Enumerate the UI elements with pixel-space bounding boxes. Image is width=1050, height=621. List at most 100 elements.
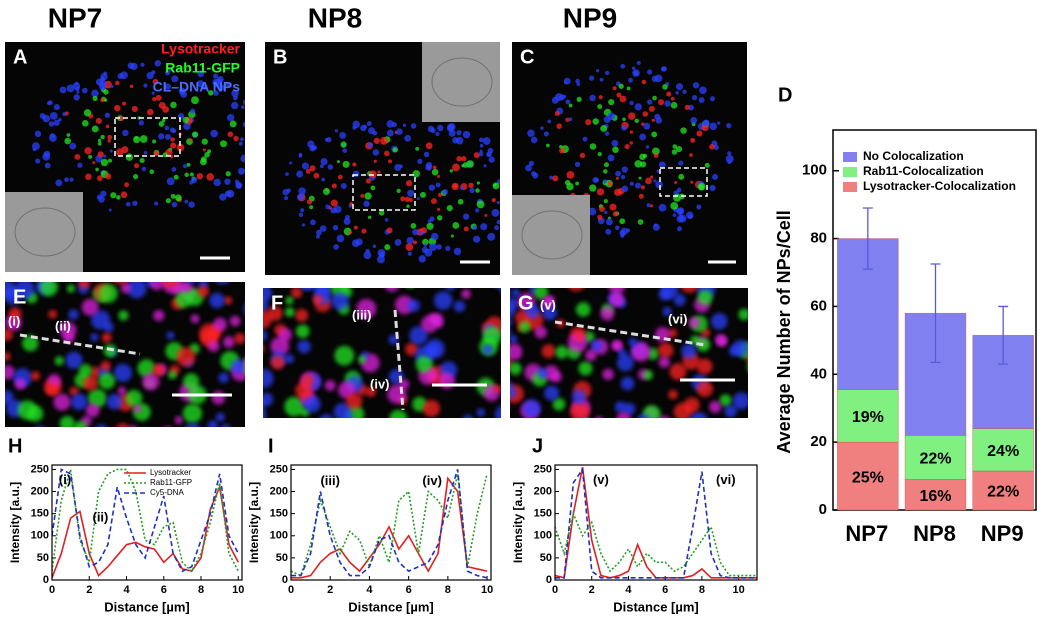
signal xyxy=(151,91,155,95)
signal xyxy=(320,158,328,166)
signal xyxy=(399,164,403,169)
signal xyxy=(165,198,171,204)
signal xyxy=(760,331,771,342)
signal xyxy=(139,157,145,164)
signal xyxy=(628,449,640,461)
signal xyxy=(213,178,221,187)
signal xyxy=(117,386,127,396)
signal xyxy=(502,208,506,212)
signal xyxy=(719,394,732,407)
signal xyxy=(168,68,173,72)
image-content xyxy=(5,60,264,272)
signal xyxy=(234,332,245,344)
signal xyxy=(675,83,684,91)
signal xyxy=(404,434,423,453)
signal xyxy=(429,243,437,251)
signal xyxy=(452,163,460,172)
signal xyxy=(653,179,657,183)
signal xyxy=(201,138,208,145)
signal xyxy=(688,214,693,219)
signal xyxy=(476,181,480,185)
signal xyxy=(73,428,85,440)
signal xyxy=(533,288,549,300)
signal xyxy=(95,167,99,172)
plot-frame xyxy=(554,464,758,581)
legend-label: Cy5-DNA xyxy=(150,488,184,497)
signal xyxy=(231,101,239,110)
signal xyxy=(285,172,289,176)
signal xyxy=(611,139,619,147)
signal xyxy=(215,78,222,86)
legend-label: Lysotracker xyxy=(150,468,191,477)
signal xyxy=(603,179,608,184)
signal xyxy=(110,84,114,88)
annotation: (v) xyxy=(593,472,609,487)
signal xyxy=(339,132,347,139)
signal xyxy=(104,98,108,102)
signal xyxy=(696,130,703,137)
panel-letter: I xyxy=(268,435,274,457)
signal xyxy=(110,192,117,199)
signal xyxy=(215,412,225,422)
signal xyxy=(59,416,75,427)
signal xyxy=(612,341,623,352)
panel-letter: E xyxy=(13,286,26,308)
signal xyxy=(461,156,467,162)
signal xyxy=(361,228,367,234)
signal xyxy=(219,193,227,201)
signal xyxy=(340,182,347,190)
signal xyxy=(491,273,505,287)
y-tick-label: 250 xyxy=(270,463,288,475)
signal xyxy=(525,164,532,172)
signal xyxy=(404,196,410,202)
signal xyxy=(606,432,622,448)
signal xyxy=(90,366,102,378)
signal xyxy=(621,125,627,131)
signal xyxy=(430,128,436,134)
signal xyxy=(643,122,651,130)
signal xyxy=(396,128,403,135)
signal xyxy=(764,347,774,357)
signal xyxy=(125,201,131,207)
line-profile xyxy=(393,309,405,411)
signal xyxy=(752,335,769,352)
y-tick-label: 50 xyxy=(37,552,49,564)
signal xyxy=(368,127,376,135)
signal xyxy=(196,172,204,180)
signal xyxy=(240,154,245,163)
signal xyxy=(233,135,239,142)
signal xyxy=(696,380,714,398)
signal xyxy=(578,361,593,376)
signal xyxy=(612,211,619,217)
y-tick-label: 40 xyxy=(810,365,827,382)
signal xyxy=(342,148,348,153)
signal xyxy=(473,235,481,243)
signal xyxy=(129,425,137,427)
signal xyxy=(260,138,264,142)
signal xyxy=(670,101,678,109)
signal xyxy=(105,173,112,180)
signal xyxy=(122,101,127,106)
signal xyxy=(300,434,314,448)
signal xyxy=(101,332,112,343)
signal xyxy=(260,153,263,156)
signal xyxy=(638,193,644,199)
image-legend-text: Lysotracker xyxy=(161,41,240,57)
signal xyxy=(164,125,170,131)
signal xyxy=(171,75,179,83)
signal xyxy=(672,144,678,149)
brightfield-inset xyxy=(512,195,590,275)
signal xyxy=(588,207,597,216)
signal xyxy=(670,201,679,210)
signal xyxy=(614,188,622,197)
signal xyxy=(620,63,626,69)
signal xyxy=(629,100,634,106)
signal xyxy=(658,203,667,212)
signal xyxy=(108,208,112,212)
signal xyxy=(75,86,80,91)
signal xyxy=(190,314,200,324)
signal xyxy=(352,170,360,178)
signal xyxy=(105,124,110,129)
signal xyxy=(670,96,675,101)
signal xyxy=(372,149,380,156)
